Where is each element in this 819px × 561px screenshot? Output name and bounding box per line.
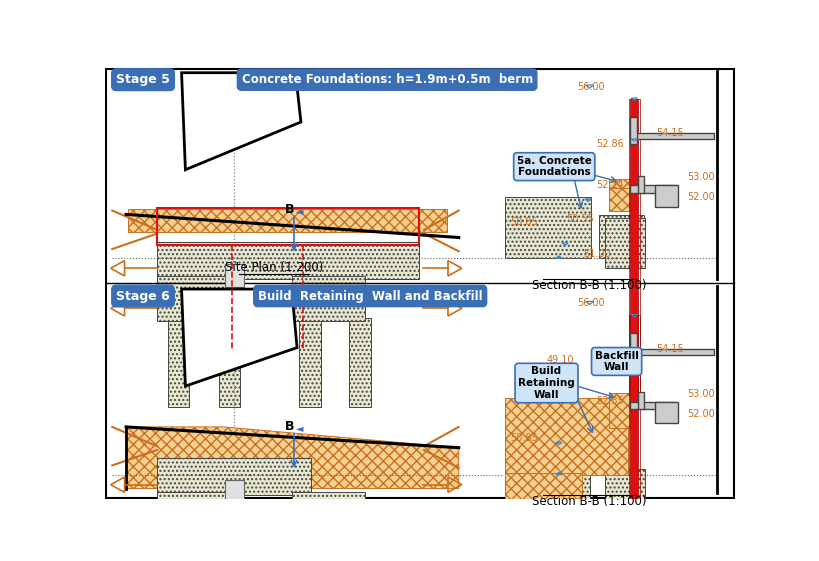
Bar <box>349 318 370 407</box>
Text: ◄: ◄ <box>295 206 303 217</box>
Bar <box>654 402 677 423</box>
Bar <box>167 318 189 407</box>
Bar <box>292 276 364 321</box>
Bar <box>218 535 240 561</box>
Bar <box>630 99 637 396</box>
Bar <box>598 215 643 258</box>
Bar <box>292 493 364 537</box>
Bar <box>218 318 240 407</box>
Bar <box>128 209 446 232</box>
Bar <box>630 333 636 361</box>
Polygon shape <box>181 289 296 386</box>
Bar <box>628 99 639 396</box>
Text: 56.00: 56.00 <box>577 298 604 309</box>
Polygon shape <box>126 427 458 489</box>
Bar <box>225 264 243 287</box>
Bar <box>156 276 230 321</box>
Bar <box>505 473 589 550</box>
Text: Stage 5: Stage 5 <box>116 73 170 86</box>
Bar <box>630 117 636 144</box>
Text: B: B <box>284 420 293 433</box>
Text: 54.15: 54.15 <box>655 344 683 354</box>
Bar <box>505 473 581 550</box>
Bar <box>609 179 630 193</box>
Text: Build
Retaining
Wall: Build Retaining Wall <box>518 366 574 399</box>
Bar <box>156 208 419 245</box>
Bar <box>630 402 674 409</box>
Bar <box>505 197 590 258</box>
Bar <box>630 185 674 193</box>
Text: 50.85: 50.85 <box>509 217 537 227</box>
Polygon shape <box>555 472 561 475</box>
Text: 50.85: 50.85 <box>509 434 537 443</box>
Text: 52.86: 52.86 <box>595 139 623 149</box>
Text: Section B-B (1:100): Section B-B (1:100) <box>532 495 646 508</box>
Bar <box>299 318 320 407</box>
Bar <box>505 398 627 475</box>
Bar <box>156 242 419 279</box>
Text: B: B <box>284 203 293 217</box>
Bar <box>609 188 630 211</box>
Text: 53.00: 53.00 <box>686 172 714 182</box>
Text: 52.00: 52.00 <box>686 192 714 203</box>
Bar <box>167 535 189 561</box>
Text: 51.00: 51.00 <box>583 250 610 259</box>
Polygon shape <box>555 256 561 258</box>
Text: 52.14: 52.14 <box>595 180 623 190</box>
Text: 50.55: 50.55 <box>566 214 594 224</box>
Text: 52.35: 52.35 <box>595 397 623 407</box>
Bar <box>156 458 310 495</box>
Bar <box>156 493 230 537</box>
Text: Site Plan (1:200): Site Plan (1:200) <box>224 261 323 274</box>
Text: Build  Retaining  Wall and Backfill: Build Retaining Wall and Backfill <box>257 289 482 302</box>
Bar <box>628 315 639 561</box>
Bar <box>654 185 677 206</box>
Bar <box>630 133 713 139</box>
Text: 5a. Concrete
Foundations: 5a. Concrete Foundations <box>516 156 591 177</box>
Text: Concrete Foundations: h=1.9m+0.5m  berm: Concrete Foundations: h=1.9m+0.5m berm <box>242 73 532 86</box>
Bar <box>630 349 713 355</box>
Text: 54.15: 54.15 <box>655 128 683 138</box>
Bar <box>637 392 644 409</box>
Text: 49.10: 49.10 <box>546 355 573 365</box>
Bar <box>637 176 644 193</box>
Bar <box>225 480 243 503</box>
Text: 52.00: 52.00 <box>686 409 714 419</box>
Bar <box>349 535 370 561</box>
Text: ◄: ◄ <box>295 422 303 433</box>
Text: 56.00: 56.00 <box>577 82 604 92</box>
Text: Stage 6: Stage 6 <box>116 289 170 302</box>
Text: Section B-B (1:100): Section B-B (1:100) <box>532 279 646 292</box>
Bar <box>299 535 320 561</box>
Bar <box>609 393 630 427</box>
Text: 53.00: 53.00 <box>686 389 714 399</box>
Bar <box>630 315 637 561</box>
Bar <box>604 469 645 512</box>
Polygon shape <box>181 73 301 170</box>
Text: 48.74: 48.74 <box>602 365 630 375</box>
Text: 52.86: 52.86 <box>595 355 623 365</box>
Text: Backfill
Wall: Backfill Wall <box>594 351 638 373</box>
Bar <box>604 218 645 268</box>
